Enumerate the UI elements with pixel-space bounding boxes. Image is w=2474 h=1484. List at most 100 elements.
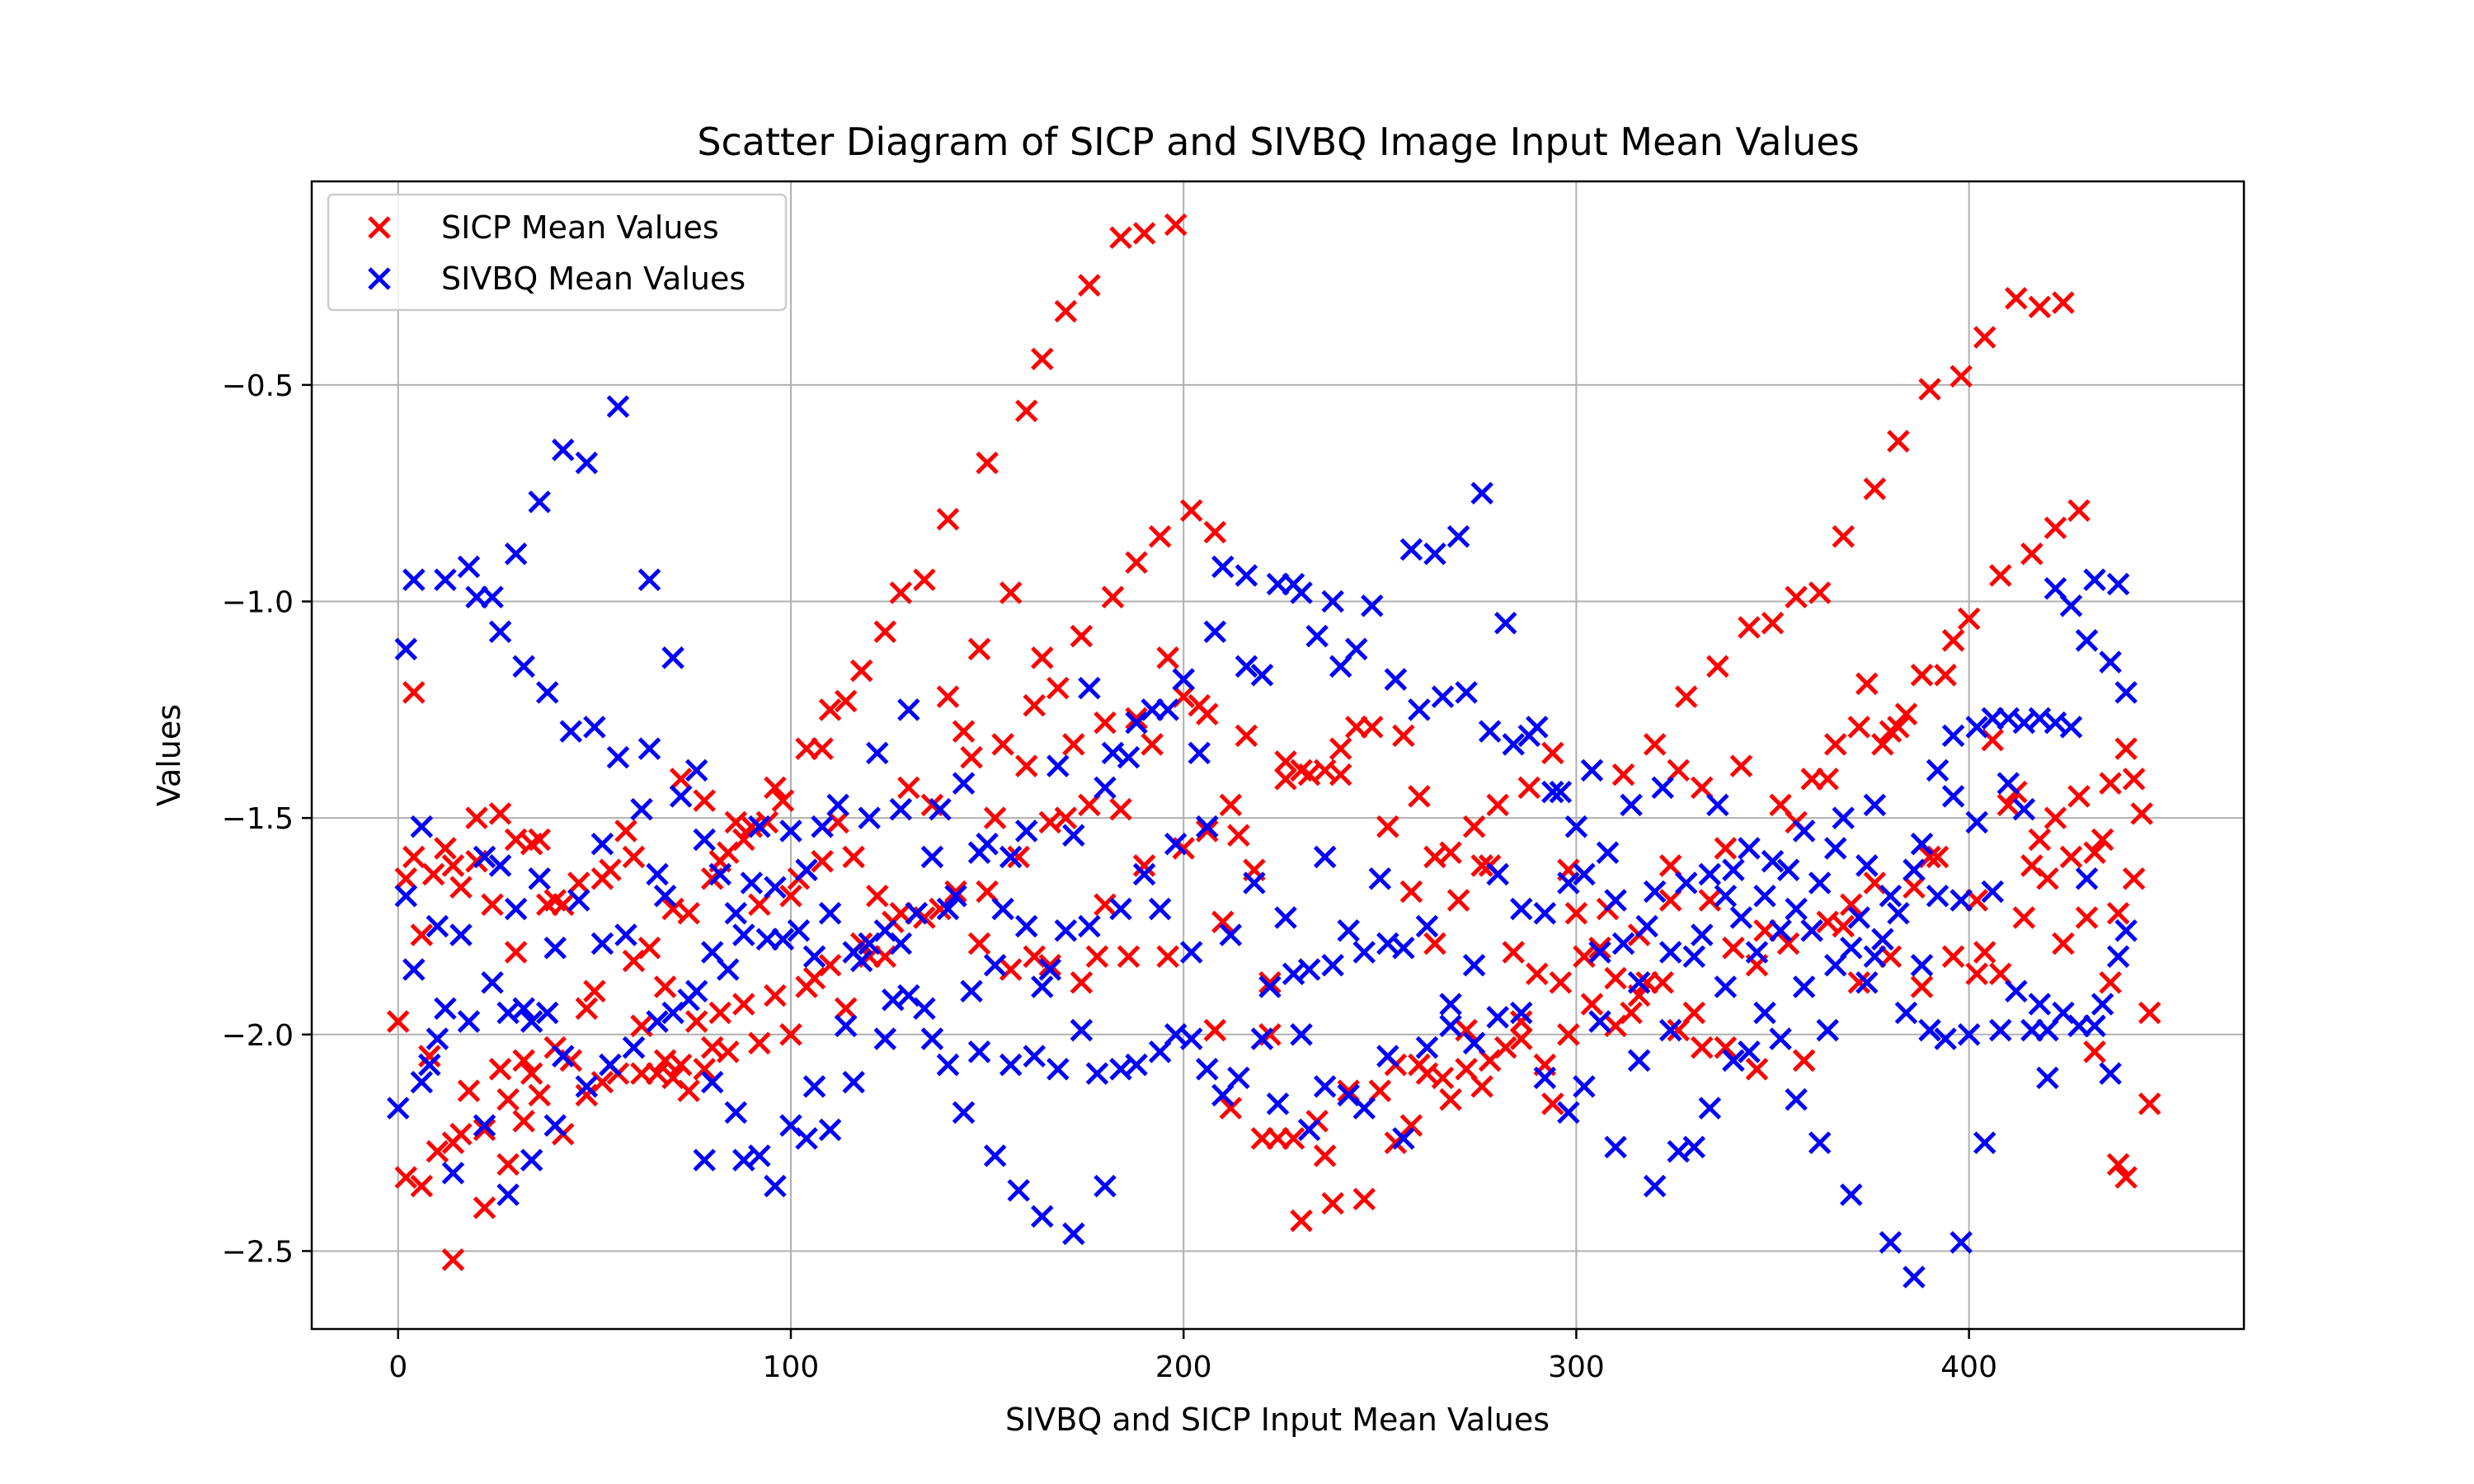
data-point — [1132, 862, 1156, 886]
y-tick-label: −2.0 — [222, 1019, 294, 1053]
data-point — [1769, 793, 1792, 817]
data-point — [889, 932, 913, 956]
data-point — [1423, 932, 1446, 956]
data-point — [1564, 901, 1588, 925]
data-point — [1738, 837, 1761, 860]
data-point — [1258, 971, 1282, 994]
data-point — [1282, 1127, 1305, 1150]
data-point — [1219, 923, 1243, 946]
data-point — [1918, 1018, 1941, 1042]
data-point — [1321, 589, 1344, 613]
data-point — [520, 1010, 543, 1033]
data-point — [1698, 1097, 1722, 1120]
data-point — [1643, 733, 1667, 756]
data-point — [1997, 772, 2020, 795]
data-point — [1950, 889, 1973, 912]
data-point — [1376, 1045, 1399, 1068]
data-point — [795, 1127, 818, 1150]
data-point — [1219, 1097, 1243, 1120]
data-point — [552, 438, 575, 462]
data-point — [1934, 1027, 1957, 1050]
data-point — [496, 1087, 520, 1111]
data-point — [1627, 1049, 1651, 1073]
data-point — [669, 1053, 693, 1077]
data-point — [1863, 945, 1887, 969]
data-point — [834, 1014, 858, 1038]
data-point — [1785, 585, 1808, 609]
data-point — [1769, 918, 1792, 942]
data-point — [1502, 941, 1525, 964]
data-point — [1313, 758, 1337, 782]
data-point — [488, 620, 512, 644]
data-point — [1054, 299, 1078, 323]
data-point — [967, 637, 991, 661]
y-tick-label: −2.5 — [222, 1235, 294, 1269]
data-point — [1455, 1058, 1478, 1081]
data-point — [2130, 802, 2153, 825]
data-point — [991, 733, 1014, 756]
data-point — [1785, 897, 1808, 921]
data-point — [402, 845, 426, 869]
data-point — [1014, 914, 1038, 938]
data-point — [1054, 806, 1078, 829]
data-point — [960, 979, 983, 1003]
data-point — [1376, 815, 1399, 838]
data-point — [1533, 1066, 1557, 1090]
legend-box — [327, 193, 788, 312]
data-point — [1840, 936, 1863, 960]
data-point — [2106, 1153, 2130, 1176]
data-point — [834, 689, 858, 713]
data-point — [1297, 763, 1321, 787]
data-point — [1235, 724, 1258, 748]
data-point — [1446, 524, 1470, 548]
data-point — [1792, 1049, 1816, 1073]
data-point — [1493, 1036, 1517, 1059]
data-point — [1392, 724, 1415, 748]
data-point — [1486, 862, 1509, 886]
data-point — [1714, 884, 1738, 908]
data-point — [646, 1062, 669, 1085]
data-point — [1031, 347, 1054, 371]
data-point — [2075, 629, 2099, 652]
data-point — [1203, 520, 1227, 544]
data-point — [1611, 932, 1635, 956]
data-point — [1573, 945, 1596, 969]
data-point — [967, 932, 991, 956]
data-point — [1274, 906, 1297, 929]
data-point — [1847, 716, 1871, 739]
data-point — [481, 893, 504, 916]
data-point — [1250, 664, 1274, 687]
data-point — [1446, 889, 1470, 912]
data-point — [543, 936, 567, 960]
data-point — [496, 1183, 520, 1206]
data-point — [1321, 953, 1344, 977]
data-point — [402, 958, 426, 981]
data-point — [1014, 399, 1038, 423]
data-point — [1832, 524, 1856, 548]
data-point — [724, 1101, 748, 1125]
data-point — [1078, 793, 1101, 817]
data-point — [1856, 971, 1879, 994]
data-point — [1148, 1040, 1172, 1064]
data-point — [724, 810, 748, 834]
data-point — [1014, 819, 1038, 843]
data-point — [426, 1139, 449, 1163]
data-point — [1910, 832, 1934, 856]
data-point — [520, 1062, 543, 1085]
data-point — [1125, 707, 1148, 730]
data-point — [1502, 733, 1525, 756]
data-point — [1094, 776, 1117, 800]
data-point — [1408, 785, 1431, 808]
data-point — [1745, 941, 1769, 964]
data-point — [1361, 716, 1384, 739]
data-point — [583, 979, 606, 1003]
data-point — [1950, 1231, 1973, 1254]
data-point — [1031, 646, 1054, 669]
data-point — [889, 581, 913, 604]
x-tick-label: 200 — [1155, 1350, 1212, 1384]
data-point — [1620, 793, 1643, 817]
data-point — [1658, 941, 1682, 964]
data-point — [622, 1036, 646, 1059]
data-point — [1094, 893, 1117, 916]
data-point — [1887, 901, 1910, 925]
